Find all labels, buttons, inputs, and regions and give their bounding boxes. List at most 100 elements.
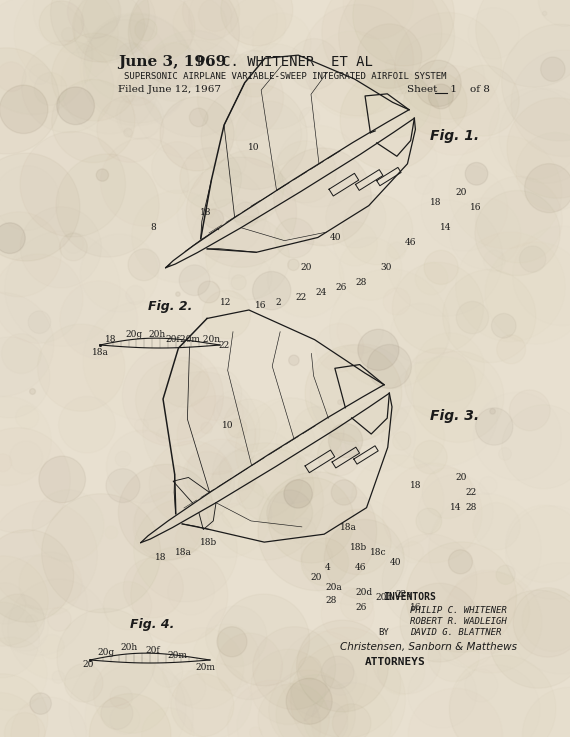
Text: 18a: 18a	[340, 523, 357, 532]
Circle shape	[197, 55, 283, 141]
Text: 18: 18	[105, 335, 116, 344]
Circle shape	[160, 97, 234, 171]
Circle shape	[205, 209, 223, 228]
Circle shape	[128, 0, 239, 88]
Text: 20h: 20h	[148, 330, 165, 339]
Circle shape	[0, 153, 80, 261]
Circle shape	[42, 494, 161, 612]
Text: 28: 28	[465, 503, 477, 512]
Text: 40: 40	[390, 558, 401, 567]
Text: 18: 18	[200, 208, 211, 217]
Circle shape	[182, 0, 239, 40]
Circle shape	[301, 538, 349, 586]
Circle shape	[288, 259, 299, 270]
Circle shape	[30, 693, 51, 714]
Circle shape	[89, 694, 171, 737]
Circle shape	[331, 480, 357, 505]
Text: Fig. 1.: Fig. 1.	[430, 129, 479, 143]
Text: 20h: 20h	[120, 643, 137, 652]
Text: 20: 20	[455, 473, 466, 482]
Circle shape	[284, 480, 312, 508]
Text: ROBERT R. WADLEIGH: ROBERT R. WADLEIGH	[410, 617, 507, 626]
Text: Sheet    1    of 8: Sheet 1 of 8	[407, 85, 490, 94]
Circle shape	[0, 85, 48, 133]
Text: 18c: 18c	[370, 548, 386, 557]
Text: 10: 10	[222, 421, 234, 430]
Circle shape	[52, 80, 135, 163]
Text: Fig. 2.: Fig. 2.	[148, 300, 193, 313]
Text: 22a: 22a	[395, 590, 412, 599]
Circle shape	[48, 607, 71, 631]
Text: Filed June 12, 1967: Filed June 12, 1967	[118, 85, 221, 94]
Circle shape	[429, 84, 453, 109]
Text: 18: 18	[430, 198, 442, 207]
Circle shape	[296, 620, 388, 712]
Text: 12: 12	[220, 298, 231, 307]
Circle shape	[424, 251, 458, 284]
Circle shape	[253, 271, 291, 310]
Text: 28: 28	[325, 596, 336, 605]
Text: BY: BY	[378, 628, 389, 637]
Text: 18b: 18b	[200, 538, 217, 547]
Text: 4: 4	[325, 563, 331, 572]
Circle shape	[153, 657, 183, 687]
Text: SUPERSONIC AIRPLANE VARIABLE-SWEEP INTEGRATED AIRFOIL SYSTEM: SUPERSONIC AIRPLANE VARIABLE-SWEEP INTEG…	[124, 72, 446, 81]
Circle shape	[128, 249, 160, 281]
Circle shape	[83, 14, 193, 123]
Text: 20m 20n: 20m 20n	[180, 335, 220, 344]
Circle shape	[0, 223, 25, 254]
Text: 18: 18	[155, 553, 166, 562]
Circle shape	[221, 0, 293, 46]
Circle shape	[39, 456, 86, 503]
Text: 40: 40	[330, 233, 341, 242]
Text: 26: 26	[355, 603, 367, 612]
Circle shape	[449, 550, 473, 574]
Circle shape	[522, 590, 570, 652]
Text: 18a: 18a	[92, 348, 109, 357]
Text: 14: 14	[440, 223, 451, 232]
Circle shape	[258, 472, 377, 590]
Text: 22: 22	[465, 488, 477, 497]
Circle shape	[490, 408, 495, 414]
Circle shape	[217, 626, 247, 657]
Text: Fig. 3.: Fig. 3.	[430, 409, 479, 423]
Text: Fig. 4.: Fig. 4.	[130, 618, 174, 631]
Text: Christensen, Sanborn & Matthews: Christensen, Sanborn & Matthews	[340, 642, 517, 652]
Circle shape	[415, 60, 461, 106]
Circle shape	[340, 69, 441, 170]
Text: 20f: 20f	[145, 646, 160, 655]
Circle shape	[106, 469, 140, 503]
Circle shape	[302, 4, 414, 116]
Circle shape	[96, 169, 108, 181]
Text: DAVID G. BLATTNER: DAVID G. BLATTNER	[410, 628, 502, 637]
Circle shape	[540, 57, 565, 81]
Circle shape	[228, 419, 247, 438]
Text: 20g: 20g	[97, 648, 114, 657]
Text: 20: 20	[82, 660, 93, 669]
Text: 20m: 20m	[167, 651, 187, 660]
Text: 20f: 20f	[165, 335, 180, 344]
Text: 16: 16	[470, 203, 482, 212]
Text: 22: 22	[218, 341, 229, 350]
Circle shape	[465, 162, 488, 185]
Circle shape	[0, 530, 74, 622]
Text: INVENTORS: INVENTORS	[384, 592, 437, 602]
Circle shape	[198, 281, 220, 303]
Circle shape	[305, 345, 402, 441]
Circle shape	[357, 24, 422, 88]
Circle shape	[475, 408, 513, 445]
Text: 20a: 20a	[325, 583, 342, 592]
Circle shape	[404, 71, 467, 135]
Circle shape	[406, 542, 516, 652]
Text: 30: 30	[380, 263, 392, 272]
Circle shape	[141, 30, 247, 137]
Text: 28: 28	[355, 278, 367, 287]
Text: ATTORNEYS: ATTORNEYS	[365, 657, 425, 667]
Circle shape	[368, 344, 412, 388]
Text: 14: 14	[450, 503, 462, 512]
Circle shape	[189, 108, 208, 127]
Text: 24: 24	[315, 288, 327, 297]
Text: 26: 26	[335, 283, 347, 292]
Circle shape	[0, 0, 92, 114]
Text: 2: 2	[275, 298, 280, 307]
